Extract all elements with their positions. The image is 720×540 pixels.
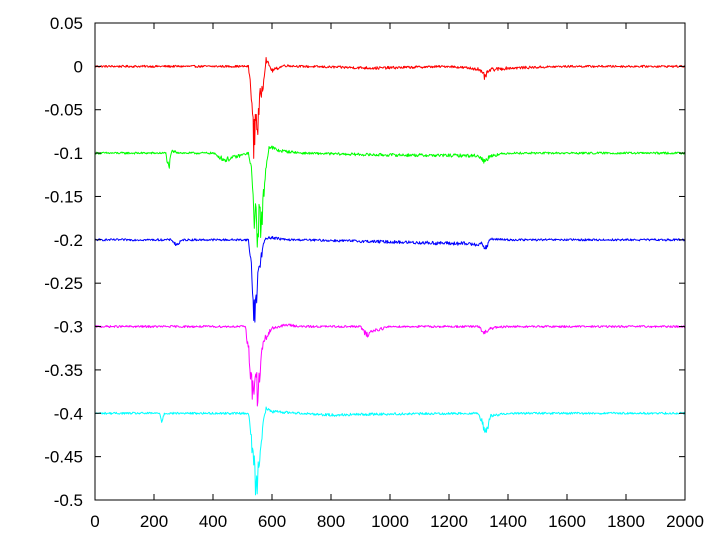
tick-layer: 0 200 400 600 800 1000 1200 1400 1600 1800 2000 0.0… — [44, 14, 704, 531]
y-tick-label: -0.15 — [44, 187, 83, 206]
x-tick-label: 1200 — [430, 512, 468, 531]
y-tick-label: -0.3 — [54, 318, 83, 337]
x-tick-label: 2000 — [666, 512, 704, 531]
series-line-3 — [94, 235, 686, 323]
y-tick-label: 0 — [74, 57, 83, 76]
series-line-4 — [94, 323, 686, 407]
x-tick-label: 1800 — [607, 512, 645, 531]
x-tick-label: 200 — [140, 512, 168, 531]
x-tick-label: 400 — [199, 512, 227, 531]
y-tick-label: -0.4 — [54, 404, 83, 423]
y-tick-label: -0.45 — [44, 448, 83, 467]
y-tick-label: -0.5 — [54, 491, 83, 510]
y-tick-label: -0.1 — [54, 144, 83, 163]
x-tick-label: 800 — [317, 512, 345, 531]
y-tick-label: -0.25 — [44, 274, 83, 293]
series-line-5 — [94, 406, 686, 496]
series-line-1 — [94, 57, 686, 159]
y-tick-label: 0.05 — [50, 14, 83, 33]
y-tick-label: -0.2 — [54, 231, 83, 250]
x-tick-label: 1400 — [489, 512, 527, 531]
series-line-2 — [94, 145, 686, 248]
x-tick-label: 1000 — [371, 512, 409, 531]
x-tick-label: 600 — [258, 512, 286, 531]
y-tick-label: -0.05 — [44, 101, 83, 120]
plot-frame — [94, 22, 686, 501]
y-tick-label: -0.35 — [44, 361, 83, 380]
series-layer — [94, 57, 686, 496]
x-tick-label: 1600 — [548, 512, 586, 531]
x-tick-label: 0 — [90, 512, 99, 531]
